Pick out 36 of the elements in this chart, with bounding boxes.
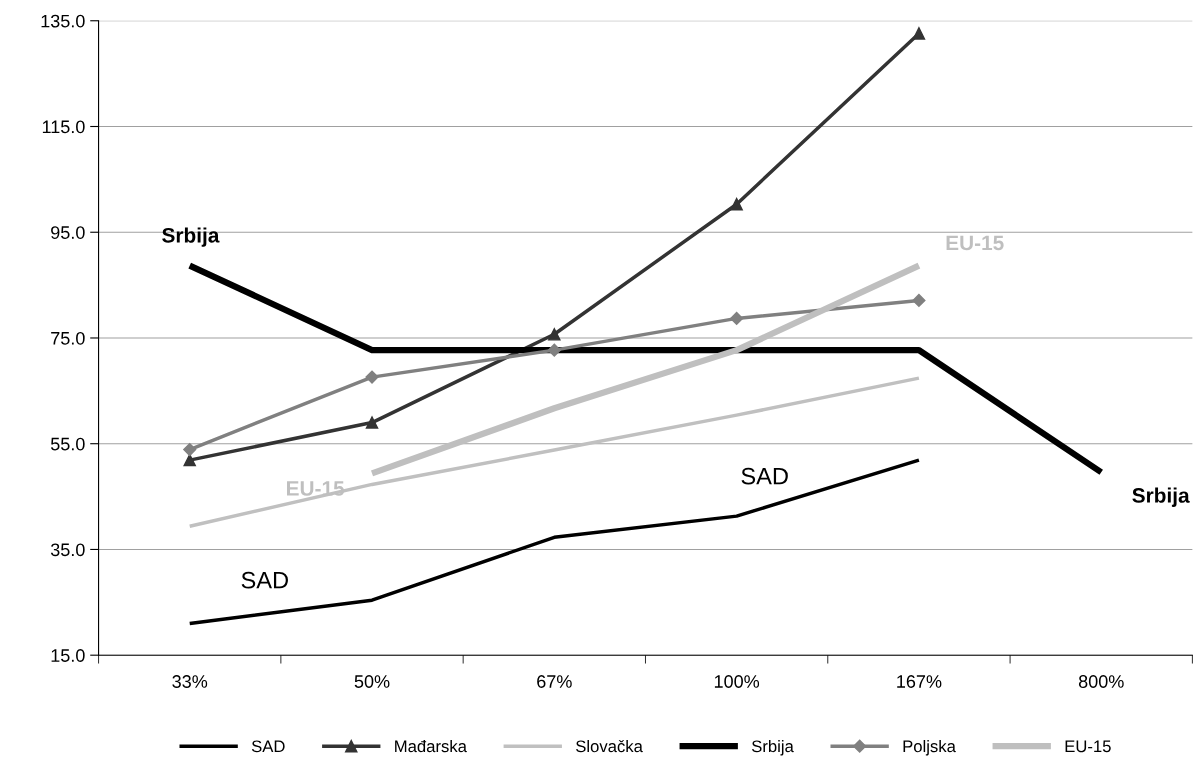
- x-tick-label: 50%: [354, 675, 390, 688]
- point: [365, 416, 379, 429]
- point: [365, 370, 379, 384]
- y-tick-label: 135.0: [41, 14, 85, 28]
- legend-label: Poljska: [903, 739, 956, 756]
- y-tick-label: 55.0: [50, 437, 85, 451]
- annotation: SAD: [241, 571, 288, 589]
- point: [912, 293, 926, 308]
- line-series: [187, 376, 921, 528]
- x-tick-label: 67%: [537, 675, 572, 688]
- x-tick-label: 167%: [897, 675, 942, 688]
- annotation: EU-15: [946, 235, 1004, 251]
- y-tick-label: 95.0: [51, 226, 85, 239]
- point: [730, 311, 744, 326]
- line-series: [187, 458, 921, 626]
- x-tick-label: 33%: [172, 675, 208, 688]
- x-tick-label: 800%: [1078, 675, 1124, 688]
- legend-label: Slovačka: [576, 739, 643, 753]
- annotation: Srbija: [1132, 487, 1190, 507]
- legend-label: Mađarska: [395, 739, 467, 753]
- point: [547, 343, 561, 357]
- legend-label: EU-15: [1065, 740, 1111, 753]
- point: [183, 442, 197, 457]
- legend-label: Srbija: [751, 739, 794, 756]
- legend-label: SAD: [251, 740, 285, 753]
- point: [912, 27, 926, 40]
- y-tick-label: 15.0: [51, 649, 85, 662]
- y-tick-label: 75.0: [51, 331, 85, 345]
- point: [183, 453, 196, 467]
- x-tick-label: 100%: [714, 675, 760, 688]
- point: [730, 197, 743, 211]
- annotation: Srbija: [162, 227, 220, 247]
- annotation: SAD: [741, 467, 788, 485]
- y-tick-label: 115.0: [42, 120, 85, 134]
- y-tick-label: 35.0: [50, 543, 85, 557]
- point: [548, 328, 561, 341]
